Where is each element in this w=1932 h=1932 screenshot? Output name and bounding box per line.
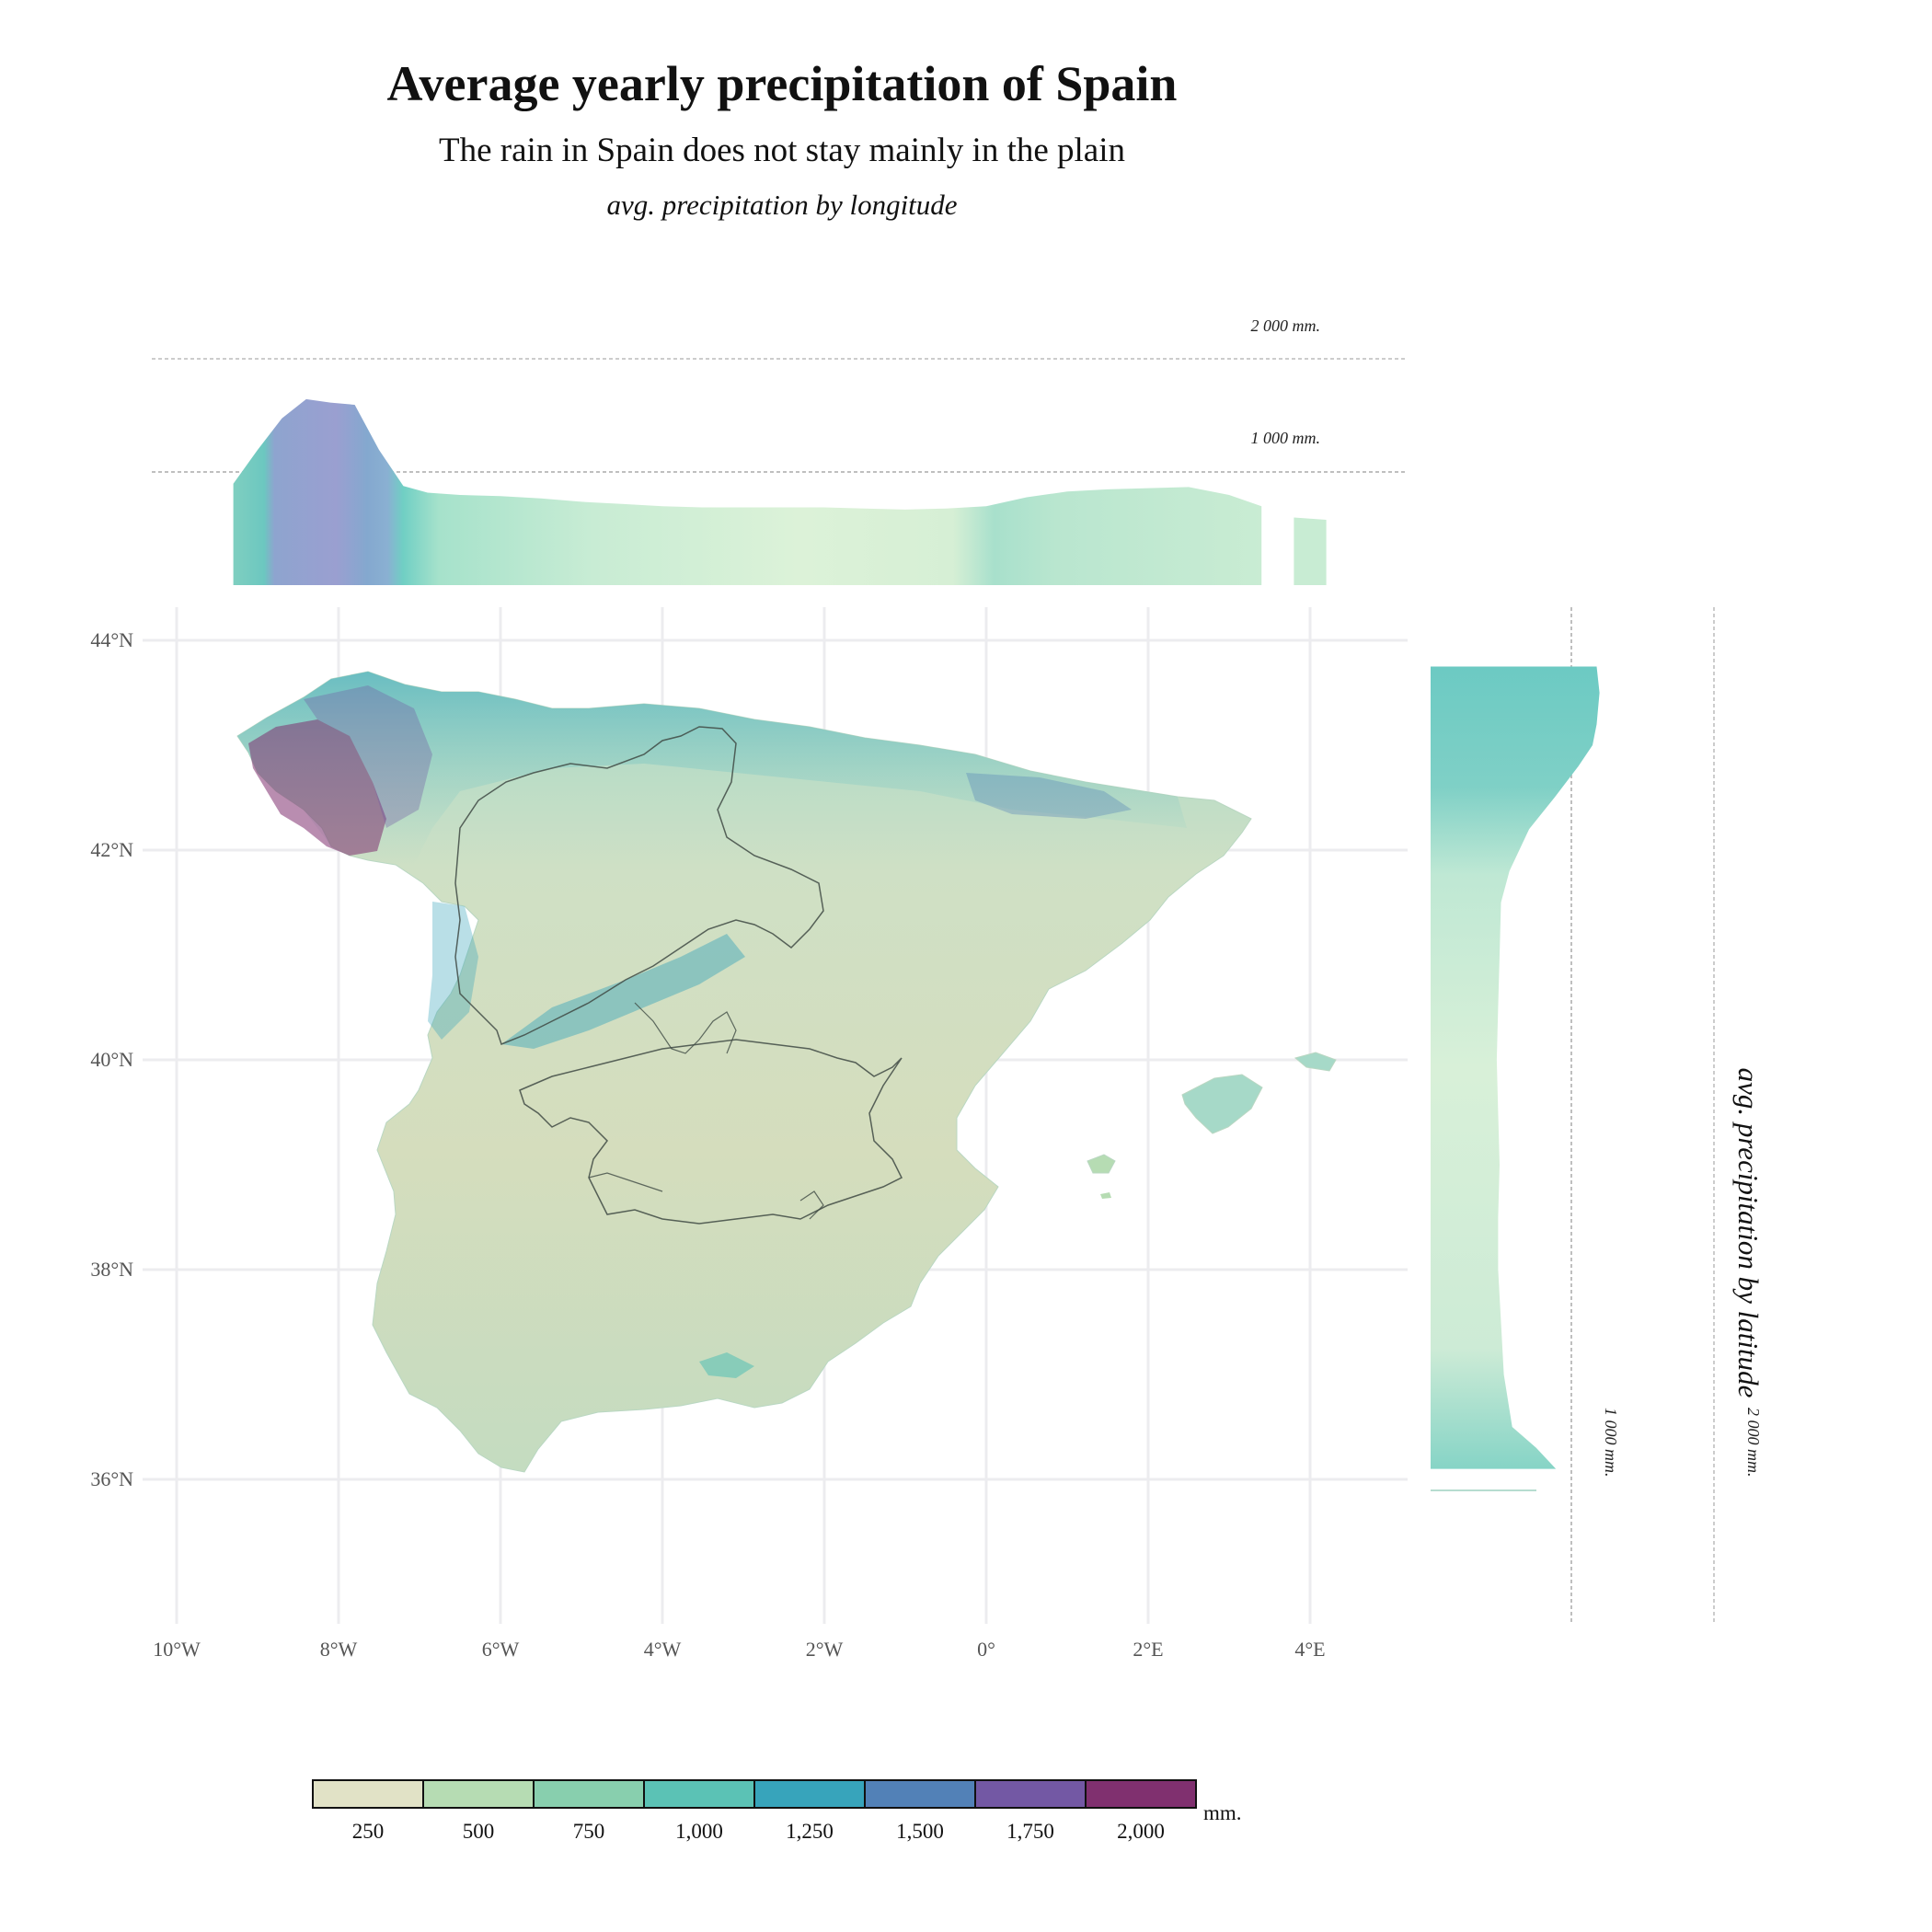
- galicia-edge: [304, 685, 432, 828]
- legend-label: 750: [573, 1820, 605, 1843]
- side-ref-label-1000: 1 000 mm.: [1602, 1408, 1620, 1478]
- legend-swatch-1750: [974, 1779, 1087, 1809]
- galicia-high-precipitation: [248, 719, 386, 856]
- west-border-wet-zone: [428, 902, 478, 1040]
- pyrenees-wet-zone: [966, 773, 1132, 819]
- top-profile-caption: avg. precipitation by longitude: [606, 189, 958, 221]
- legend-swatch-1500: [864, 1779, 976, 1809]
- menorca: [1294, 1052, 1337, 1072]
- legend-swatch-1000: [643, 1779, 755, 1809]
- x-tick-label: 0°: [977, 1638, 995, 1661]
- legend-label: 250: [352, 1820, 385, 1843]
- latitude-profile-area: [1431, 666, 1600, 1469]
- mallorca: [1181, 1074, 1263, 1134]
- legend-label: 1,750: [1006, 1820, 1054, 1843]
- x-axis-ticks: 10°W 8°W 6°W 4°W 2°W 0° 2°E 4°E: [153, 1638, 1325, 1661]
- legend-swatch-750: [533, 1779, 645, 1809]
- y-tick-label: 36°N: [90, 1467, 133, 1490]
- duero-basin-outline: [454, 726, 824, 1045]
- legend-label: 1,500: [896, 1820, 944, 1843]
- legend-label: 1,250: [786, 1820, 834, 1843]
- top-ref-label-1000: 1 000 mm.: [1251, 429, 1321, 447]
- chart-title: Average yearly precipitation of Spain: [386, 56, 1178, 111]
- tajo-basin-outline: [519, 1039, 903, 1225]
- legend-swatch-500: [422, 1779, 535, 1809]
- x-tick-label: 10°W: [153, 1638, 201, 1661]
- central-system-wet-zone: [501, 934, 745, 1049]
- legend-label: 1,000: [675, 1820, 723, 1843]
- side-ref-label-2000: 2 000 mm.: [1744, 1408, 1763, 1478]
- x-tick-label: 2°E: [1133, 1638, 1163, 1661]
- ibiza: [1087, 1154, 1116, 1174]
- north-coast-wet-zone: [237, 672, 1187, 865]
- top-ref-label-2000: 2 000 mm.: [1251, 316, 1321, 335]
- y-tick-label: 40°N: [90, 1048, 133, 1071]
- y-tick-label: 44°N: [90, 628, 133, 651]
- inner-ridges-outline: [588, 1002, 824, 1220]
- legend-swatch-1250: [753, 1779, 866, 1809]
- y-axis-ticks: 44°N 42°N 40°N 38°N 36°N: [90, 628, 133, 1490]
- x-tick-label: 4°W: [644, 1638, 682, 1661]
- formentera: [1100, 1192, 1111, 1199]
- latitude-profile: 1 000 mm. 2 000 mm.: [1431, 607, 1763, 1624]
- y-tick-label: 38°N: [90, 1258, 133, 1281]
- x-tick-label: 2°W: [806, 1638, 844, 1661]
- legend-label: 2,000: [1117, 1820, 1165, 1843]
- legend-swatch-250: [312, 1779, 424, 1809]
- x-tick-label: 6°W: [482, 1638, 520, 1661]
- legend-swatch-2000: [1085, 1779, 1197, 1809]
- legend-label: 500: [463, 1820, 495, 1843]
- precipitation-legend: 250 500 750 1,000 1,250 1,500 1,750 2,00…: [312, 1779, 1242, 1843]
- legend-unit: mm.: [1203, 1801, 1242, 1824]
- spain-precipitation-map: [236, 671, 1337, 1473]
- chart-subtitle: The rain in Spain does not stay mainly i…: [438, 132, 1126, 169]
- longitude-profile: 2 000 mm. 1 000 mm.: [152, 316, 1408, 585]
- longitude-profile-area-islands: [1294, 517, 1327, 585]
- x-tick-label: 8°W: [320, 1638, 358, 1661]
- y-tick-label: 42°N: [90, 838, 133, 861]
- sierra-nevada-wet-zone: [699, 1352, 754, 1378]
- longitude-profile-area: [233, 398, 1262, 585]
- x-tick-label: 4°E: [1294, 1638, 1325, 1661]
